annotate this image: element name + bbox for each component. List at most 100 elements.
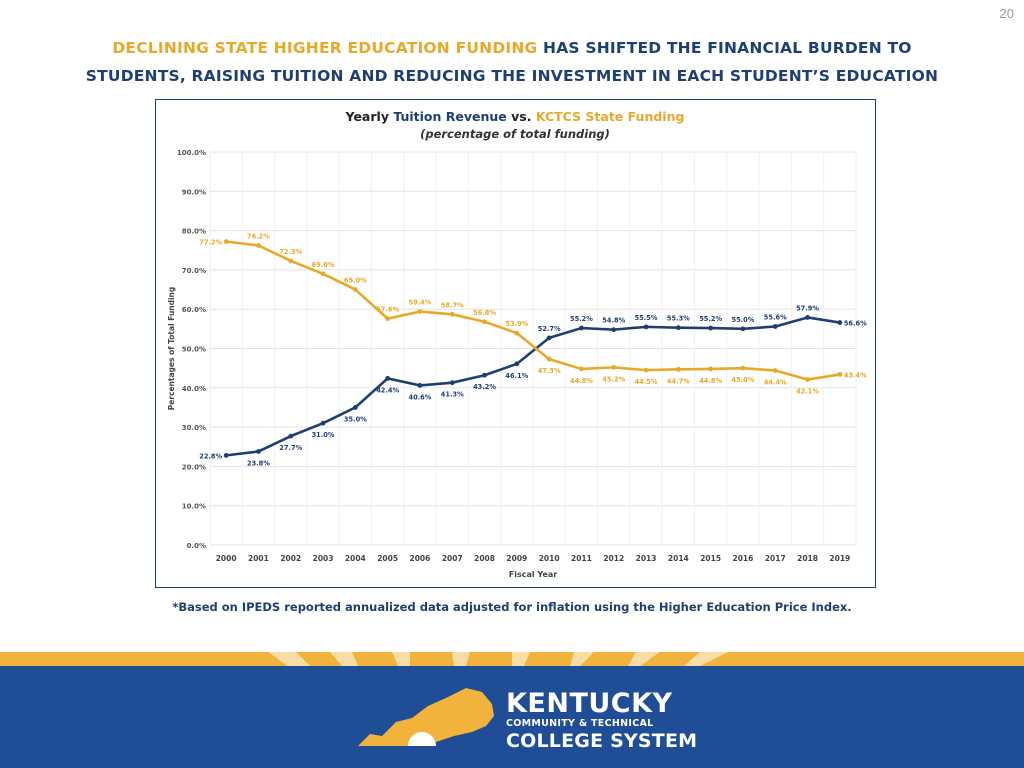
data-label: 55.6% [764,313,787,321]
x-tick-label: 2011 [571,554,592,563]
data-label: 22.8% [199,452,222,460]
data-point [805,377,810,382]
tuition-vs-state-funding-chart: Yearly Tuition Revenue vs. KCTCS State F… [167,109,867,579]
kctcs-logo-icon [356,688,502,754]
data-label: 59.4% [409,299,432,307]
series-line-state-funding [225,240,841,381]
data-point [417,309,423,314]
y-tick-label: 0.0% [187,542,206,550]
data-label: 45.0% [732,376,755,384]
logo-community-technical: COMMUNITY & TECHNICAL [506,718,654,729]
data-label: 41.3% [441,391,464,399]
x-tick-label: 2010 [539,554,560,563]
data-point [352,405,358,410]
data-point [482,372,487,378]
data-point [385,375,391,381]
data-point [837,372,843,377]
data-point [772,368,778,373]
data-label: 47.3% [538,367,561,375]
page-number: 20 [999,6,1014,21]
data-label: 44.5% [635,378,658,386]
data-point [223,452,229,458]
headline-line-2: STUDENTS, RAISING TUITION AND REDUCING T… [85,67,939,85]
y-tick-label: 30.0% [182,424,206,432]
x-tick-label: 2017 [765,554,786,563]
x-tick-label: 2004 [345,554,366,563]
data-point [805,315,810,320]
data-label: 45.2% [602,375,625,383]
data-label: 55.0% [732,316,755,324]
data-point [256,449,261,454]
chart-frame: Yearly Tuition Revenue vs. KCTCS State F… [155,99,876,588]
x-tick-label: 2000 [216,554,237,563]
data-point [223,239,229,245]
data-point [546,335,552,341]
kctcs-logo-wordmark: KENTUCKY COMMUNITY & TECHNICAL COLLEGE S… [506,688,698,753]
data-label: 44.8% [699,377,722,385]
data-point [256,243,261,248]
headline-line-1: DECLINING STATE HIGHER EDUCATION FUNDING… [0,34,1024,62]
x-tick-label: 2007 [442,554,463,563]
footer-band [0,652,1024,768]
data-point [611,364,617,370]
chart-subtitle: (percentage of total funding) [420,127,610,141]
data-label: 72.3% [279,248,302,256]
x-tick-label: 2013 [636,554,657,563]
data-label: 52.7% [538,325,561,333]
data-point [740,365,746,371]
data-point [611,327,617,333]
footer-sunburst-rays [268,652,728,666]
data-point [643,367,649,373]
logo-college-system: COLLEGE SYSTEM [506,730,698,752]
y-tick-label: 100.0% [177,149,206,157]
y-tick-label: 10.0% [182,503,206,511]
x-tick-label: 2003 [313,554,334,563]
data-point [675,325,681,331]
data-point [514,330,520,336]
chart-title-part: Tuition Revenue [393,109,506,124]
data-label: 69.0% [312,261,335,269]
data-label: 76.2% [247,233,270,241]
chart-title-part: Yearly [345,109,394,124]
headline-line-1-rest: HAS SHIFTED THE FINANCIAL BURDEN TO [537,39,912,57]
data-label: 43.2% [473,383,496,391]
y-tick-label: 80.0% [182,228,206,236]
data-label: 58.7% [441,301,464,309]
data-point [708,325,714,331]
data-point [675,366,681,372]
data-label: 55.2% [570,315,593,323]
data-point [740,326,746,332]
data-point [772,324,778,329]
x-tick-label: 2016 [733,554,754,563]
x-tick-label: 2002 [280,554,301,563]
data-point [579,366,584,372]
data-label: 77.2% [199,239,222,247]
data-point [449,311,455,317]
data-point [320,271,326,277]
footnote: *Based on IPEDS reported annualized data… [172,600,852,614]
data-label: 42.1% [796,388,819,396]
data-label: 54.8% [602,317,625,325]
logo-kentucky: KENTUCKY [506,688,673,719]
x-axis-label: Fiscal Year [509,570,558,579]
data-label: 55.2% [699,315,722,323]
data-point [482,319,487,325]
y-tick-label: 50.0% [182,346,206,354]
x-tick-label: 2018 [797,554,818,563]
data-label: 43.4% [844,371,867,379]
data-point [352,287,358,292]
x-tick-label: 2019 [829,554,850,563]
data-label: 44.7% [667,377,690,385]
data-label: 56.6% [844,320,867,328]
x-tick-label: 2015 [700,554,721,563]
x-tick-label: 2005 [377,554,398,563]
data-point [708,366,714,372]
x-tick-label: 2012 [603,554,624,563]
data-label: 35.0% [344,415,367,423]
x-tick-label: 2009 [506,554,527,563]
data-label: 44.4% [764,379,787,387]
data-point [417,383,423,388]
chart-title-part: vs. [507,109,536,124]
series-line-tuition [225,316,841,457]
data-label: 42.4% [376,386,399,394]
